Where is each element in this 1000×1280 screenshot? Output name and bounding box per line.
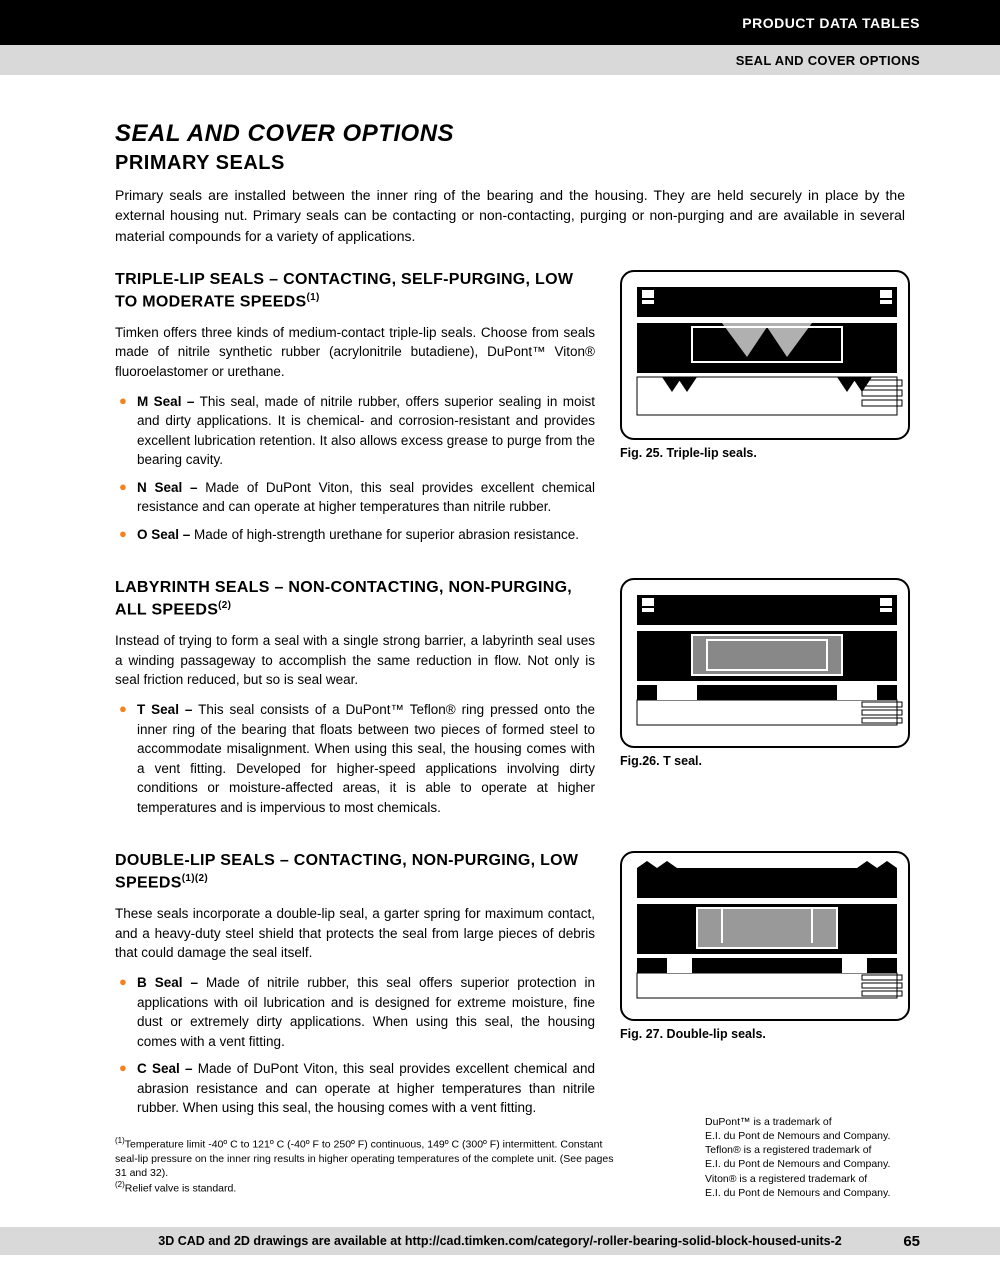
bullet-text: This seal consists of a DuPont™ Teflon® … xyxy=(137,702,595,815)
intro-paragraph: Primary seals are installed between the … xyxy=(115,185,905,246)
seal-diagram xyxy=(620,851,910,1021)
section-body: Timken offers three kinds of medium-cont… xyxy=(115,323,595,382)
section-right: Fig. 25. Triple-lip seals. xyxy=(620,270,910,553)
footer: 3D CAD and 2D drawings are available at … xyxy=(0,1227,1000,1255)
seal-diagram xyxy=(620,578,910,748)
bullet-text: This seal, made of nitrile rubber, offer… xyxy=(137,394,595,468)
section-title-text: DOUBLE-LIP SEALS – CONTACTING, NON-PURGI… xyxy=(115,852,578,891)
bullet-list: T Seal – This seal consists of a DuPont™… xyxy=(115,700,595,817)
seal-diagram xyxy=(620,270,910,440)
section-title-text: LABYRINTH SEALS – NON-CONTACTING, NON-PU… xyxy=(115,579,572,618)
bullet-list: M Seal – This seal, made of nitrile rubb… xyxy=(115,392,595,545)
section-right: Fig. 27. Double-lip seals. xyxy=(620,851,910,1126)
section-body: These seals incorporate a double-lip sea… xyxy=(115,904,595,963)
bullet-label: B Seal – xyxy=(137,975,198,990)
list-item: T Seal – This seal consists of a DuPont™… xyxy=(115,700,595,817)
figure-caption: Fig. 25. Triple-lip seals. xyxy=(620,446,910,460)
section-right: Fig.26. T seal. xyxy=(620,578,910,825)
section-title: TRIPLE-LIP SEALS – CONTACTING, SELF-PURG… xyxy=(115,270,595,313)
footnote-1: (1)Temperature limit -40º C to 121º C (-… xyxy=(115,1136,615,1180)
section-row: TRIPLE-LIP SEALS – CONTACTING, SELF-PURG… xyxy=(115,270,920,553)
header-gray: SEAL AND COVER OPTIONS xyxy=(0,45,1000,75)
header-category: PRODUCT DATA TABLES xyxy=(742,15,920,31)
header-black: PRODUCT DATA TABLES xyxy=(0,0,1000,45)
list-item: C Seal – Made of DuPont Viton, this seal… xyxy=(115,1059,595,1118)
list-item: N Seal – Made of DuPont Viton, this seal… xyxy=(115,478,595,517)
figure-caption: Fig.26. T seal. xyxy=(620,754,910,768)
bullet-text: Made of DuPont Viton, this seal provides… xyxy=(137,480,595,515)
section-left: LABYRINTH SEALS – NON-CONTACTING, NON-PU… xyxy=(115,578,595,825)
section-title: DOUBLE-LIP SEALS – CONTACTING, NON-PURGI… xyxy=(115,851,595,894)
trademark-note: DuPont™ is a trademark of E.I. du Pont d… xyxy=(705,1115,920,1200)
bullet-label: N Seal – xyxy=(137,480,198,495)
section-title-text: TRIPLE-LIP SEALS – CONTACTING, SELF-PURG… xyxy=(115,271,573,310)
footnotes: (1)Temperature limit -40º C to 121º C (-… xyxy=(115,1136,615,1196)
section-row: DOUBLE-LIP SEALS – CONTACTING, NON-PURGI… xyxy=(115,851,920,1126)
bullet-list: B Seal – Made of nitrile rubber, this se… xyxy=(115,973,595,1118)
bullet-label: C Seal – xyxy=(137,1061,193,1076)
bullet-label: T Seal – xyxy=(137,702,192,717)
section-body: Instead of trying to form a seal with a … xyxy=(115,631,595,690)
bullet-label: M Seal – xyxy=(137,394,194,409)
bullet-text: Made of nitrile rubber, this seal offers… xyxy=(137,975,595,1049)
page-title: SEAL AND COVER OPTIONS xyxy=(115,120,920,148)
section-sup: (1) xyxy=(307,292,320,303)
bullet-text: Made of DuPont Viton, this seal provides… xyxy=(137,1061,595,1115)
section-row: LABYRINTH SEALS – NON-CONTACTING, NON-PU… xyxy=(115,578,920,825)
list-item: M Seal – This seal, made of nitrile rubb… xyxy=(115,392,595,470)
section-sup: (2) xyxy=(218,600,231,611)
bullet-text: Made of high-strength urethane for super… xyxy=(190,527,579,542)
footer-text: 3D CAD and 2D drawings are available at … xyxy=(158,1234,841,1248)
section-left: TRIPLE-LIP SEALS – CONTACTING, SELF-PURG… xyxy=(115,270,595,553)
footnote-2: (2)Relief valve is standard. xyxy=(115,1180,615,1196)
section-title: LABYRINTH SEALS – NON-CONTACTING, NON-PU… xyxy=(115,578,595,621)
page-number: 65 xyxy=(903,1233,920,1250)
header-subcategory: SEAL AND COVER OPTIONS xyxy=(736,53,920,68)
list-item: B Seal – Made of nitrile rubber, this se… xyxy=(115,973,595,1051)
page-subtitle: PRIMARY SEALS xyxy=(115,152,920,175)
bullet-label: O Seal – xyxy=(137,527,190,542)
list-item: O Seal – Made of high-strength urethane … xyxy=(115,525,595,545)
section-sup: (1)(2) xyxy=(182,873,208,884)
content: SEAL AND COVER OPTIONS PRIMARY SEALS Pri… xyxy=(0,75,1000,1196)
figure-caption: Fig. 27. Double-lip seals. xyxy=(620,1027,910,1041)
section-left: DOUBLE-LIP SEALS – CONTACTING, NON-PURGI… xyxy=(115,851,595,1126)
